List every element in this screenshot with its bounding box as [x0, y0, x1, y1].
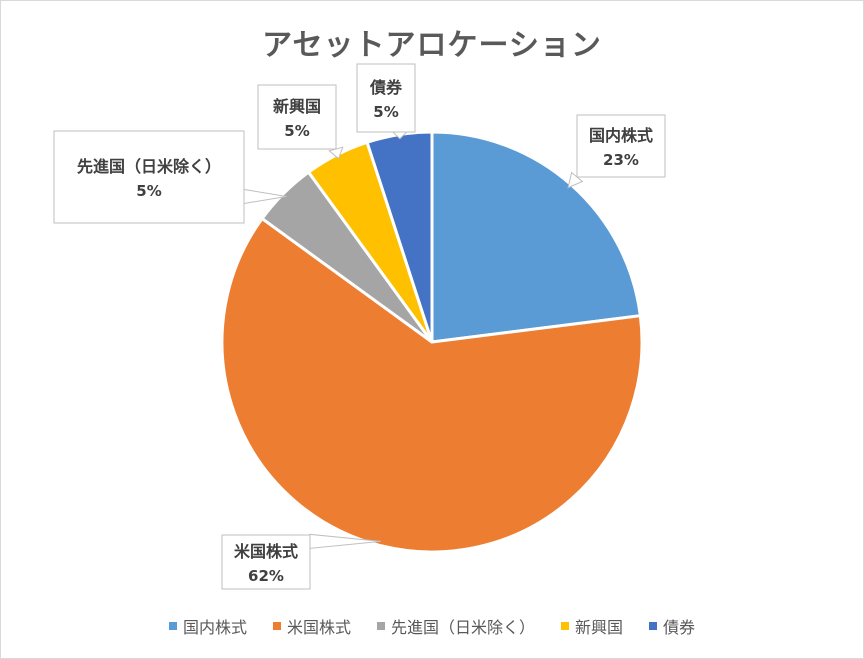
callout-domestic-stock: 国内株式 23% [567, 114, 666, 189]
legend-label: 米国株式 [286, 618, 351, 637]
legend-label: 国内株式 [182, 618, 247, 637]
chart-title: アセットアロケーション [262, 28, 602, 63]
legend-item-us-stock: 米国株式 [272, 614, 351, 638]
callout-box [576, 114, 666, 178]
callout-percent-label: 5% [284, 122, 309, 140]
legend-item-emerging: 新興国 [561, 614, 623, 638]
callout-percent-label: 23% [603, 151, 639, 169]
legend-swatch [649, 622, 658, 630]
legend-item-developed-ex-jp-us: 先進国（日米除く） [376, 614, 535, 638]
legend-swatch [168, 622, 177, 630]
legend-label: 債券 [663, 618, 696, 637]
callout-category-label: 債券 [369, 78, 403, 97]
callout-bonds: 債券 5% [356, 63, 416, 140]
legend-label: 先進国（日米除く） [390, 618, 535, 637]
legend: 国内株式 米国株式 先進国（日米除く） 新興国 債券 [0, 614, 864, 638]
callout-box [356, 63, 416, 133]
callout-developed-ex-jp-us: 先進国（日米除く） 5% [53, 130, 287, 224]
callout-emerging: 新興国 5% [257, 84, 344, 160]
legend-swatch [272, 622, 281, 630]
callout-category-label: 米国株式 [234, 542, 298, 561]
callout-percent-label: 5% [373, 103, 398, 121]
callout-category-label: 新興国 [273, 97, 321, 116]
callout-box [257, 84, 337, 150]
callout-percent-label: 62% [248, 567, 284, 585]
callout-category-label: 先進国（日米除く） [77, 157, 221, 176]
callout-box [53, 130, 245, 224]
legend-swatch [561, 622, 569, 630]
pie-slice-us-stock [220, 216, 644, 554]
legend-item-domestic-stock: 国内株式 [168, 614, 247, 638]
callout-us-stock: 米国株式 62% [221, 533, 381, 590]
callout-category-label: 国内株式 [589, 126, 653, 145]
legend-label: 新興国 [575, 618, 624, 637]
callout-percent-label: 5% [136, 182, 161, 200]
legend-item-bonds: 債券 [649, 614, 695, 638]
callout-box [221, 534, 311, 590]
legend-swatch [376, 622, 385, 630]
